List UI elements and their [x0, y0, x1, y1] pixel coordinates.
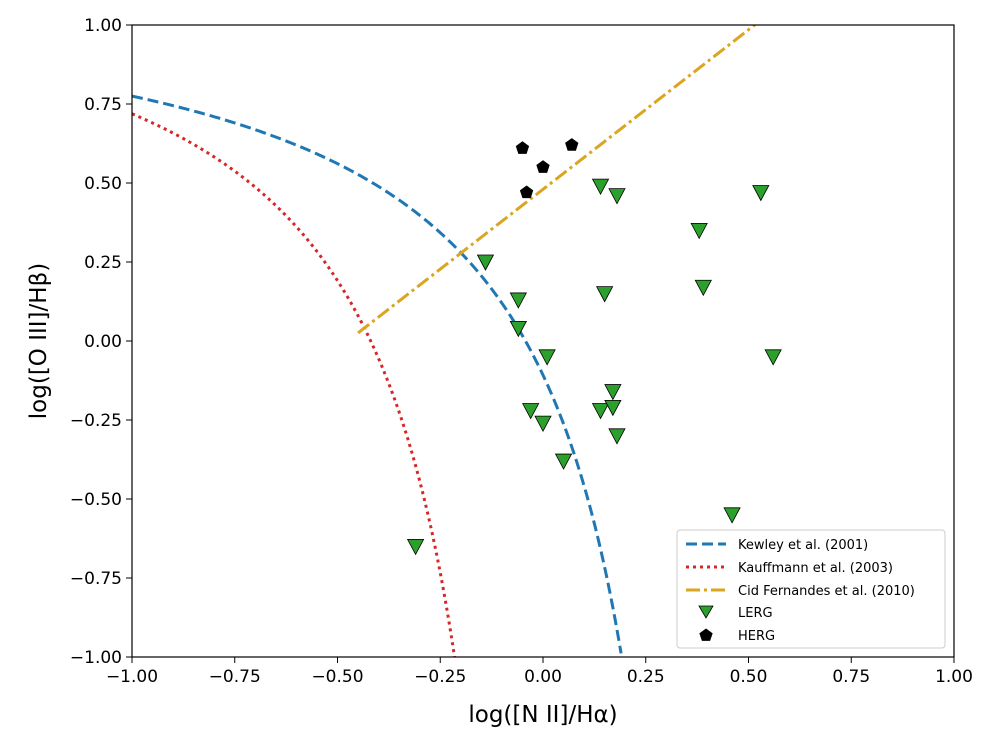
- lerg-point: [509, 320, 528, 338]
- x-tick-label: 1.00: [935, 667, 973, 687]
- lerg-point: [595, 286, 614, 303]
- x-axis-ticks: −1.00 −0.75 −0.50 −0.25 0.00 0.25 0.50 0.75 1.00: [106, 657, 973, 687]
- lerg-point: [591, 178, 610, 196]
- y-tick-label: −0.50: [70, 490, 122, 510]
- lerg-point: [538, 349, 556, 366]
- y-tick-label: 0.25: [84, 253, 122, 273]
- legend-label-lerg: LERG: [738, 606, 773, 621]
- lerg-point: [608, 428, 626, 445]
- legend-box: [676, 529, 946, 649]
- y-tick-label: 1.00: [84, 16, 122, 36]
- lerg-point: [554, 453, 573, 470]
- lerg-point: [476, 254, 495, 271]
- cid-fernandes-line: [357, 25, 758, 335]
- lerg-point: [509, 292, 528, 309]
- x-tick-label: 0.50: [730, 667, 768, 687]
- lerg-point: [522, 403, 540, 420]
- y-tick-label: 0.50: [84, 174, 122, 194]
- x-tick-label: −0.50: [311, 667, 363, 687]
- herg-point: [565, 138, 579, 151]
- y-axis-ticks: −1.00 −0.75 −0.50 −0.25 0.00 0.25 0.50 0.75 1.00: [70, 16, 132, 668]
- lerg-point: [604, 384, 622, 401]
- y-tick-label: 0.75: [84, 95, 122, 115]
- kewley-line: [132, 94, 623, 654]
- lerg-point: [764, 349, 782, 366]
- x-tick-label: −0.75: [209, 667, 261, 687]
- plot-frame: [131, 24, 955, 658]
- legend-marker-herg: [699, 628, 713, 641]
- x-tick-label: 0.00: [524, 667, 562, 687]
- herg-point: [515, 141, 530, 154]
- data-points: [406, 138, 782, 556]
- legend-label-cid-fernandes: Cid Fernandes et al. (2010): [738, 584, 915, 599]
- lerg-point: [723, 507, 741, 524]
- kauffmann-line: [132, 112, 457, 657]
- lerg-point: [534, 415, 552, 433]
- x-tick-label: 0.25: [627, 667, 665, 687]
- y-tick-label: 0.00: [84, 332, 122, 352]
- lerg-point: [608, 188, 626, 205]
- lerg-point: [604, 399, 622, 417]
- y-axis-label: log([O III]/Hβ): [26, 263, 52, 419]
- lerg-point: [406, 539, 425, 556]
- herg-point: [536, 160, 550, 173]
- lerg-point: [690, 222, 708, 240]
- x-tick-label: −0.25: [414, 667, 466, 687]
- lerg-point: [752, 185, 770, 202]
- herg-point: [519, 185, 534, 199]
- lerg-point: [591, 403, 610, 420]
- y-tick-label: −0.75: [70, 569, 122, 589]
- demarcation-lines: [132, 25, 758, 657]
- legend-label-kewley: Kewley et al. (2001): [738, 538, 868, 553]
- x-axis-label: log([N II]/Hα): [468, 702, 617, 728]
- legend-marker-lerg: [698, 605, 714, 619]
- x-tick-label: 0.75: [832, 667, 870, 687]
- legend-label-herg: HERG: [738, 629, 775, 644]
- legend-label-kauffmann: Kauffmann et al. (2003): [738, 561, 893, 576]
- y-tick-label: −0.25: [70, 411, 122, 431]
- x-tick-label: −1.00: [106, 667, 158, 687]
- y-tick-label: −1.00: [70, 648, 122, 668]
- lerg-point: [694, 279, 712, 297]
- legend: Kewley et al. (2001) Kauffmann et al. (2…: [676, 529, 946, 649]
